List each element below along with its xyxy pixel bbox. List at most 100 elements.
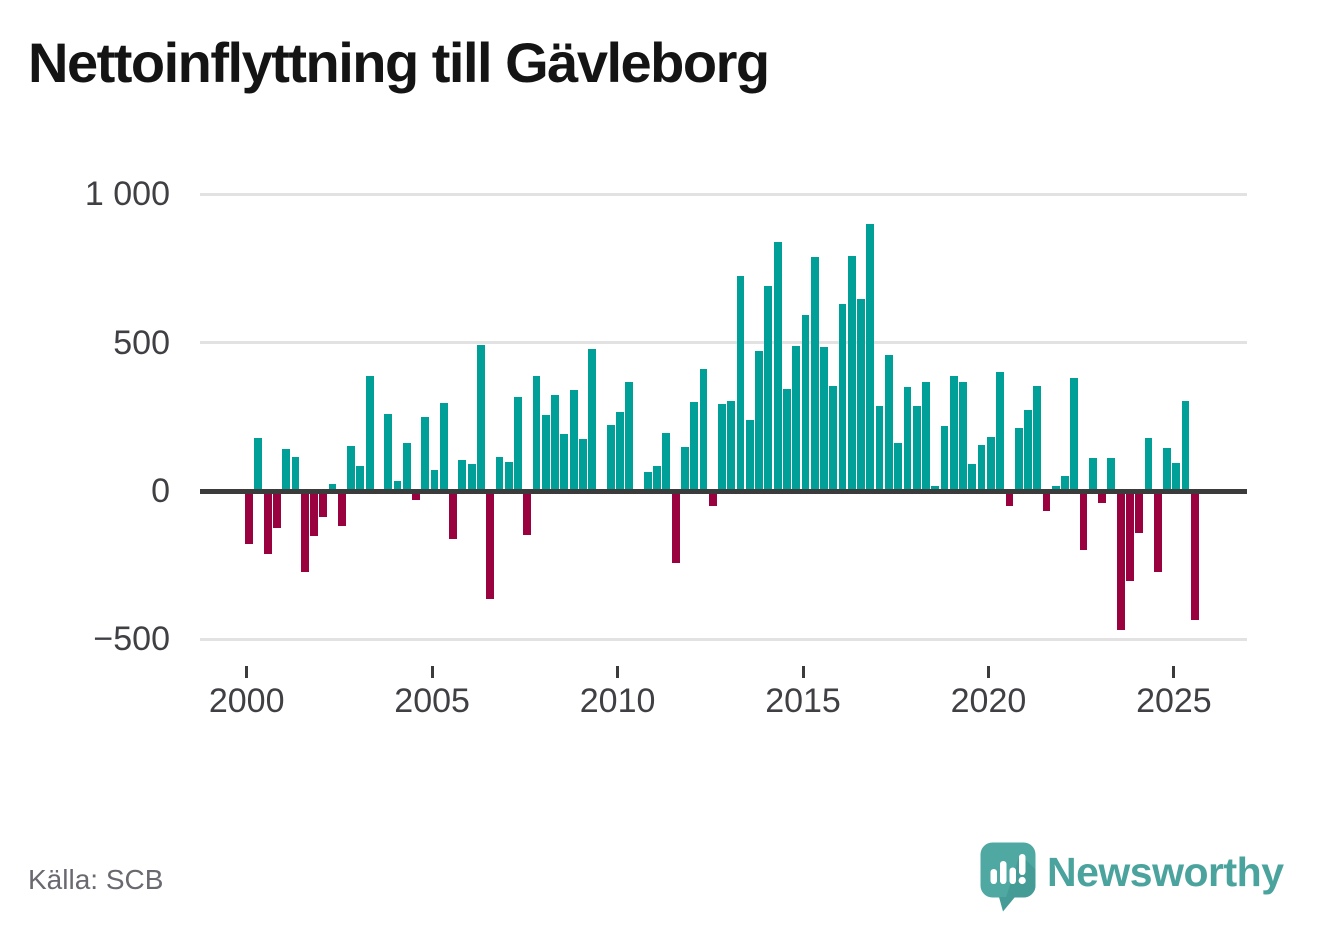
bar-2025-Q1 (1172, 462, 1181, 491)
bar-2008-Q4 (569, 389, 578, 491)
bar-2013-Q1 (727, 400, 736, 491)
bar-2012-Q4 (718, 403, 726, 491)
bar-2007-Q1 (504, 461, 513, 491)
bar-2000-Q4 (273, 491, 281, 528)
bar-2022-Q2 (1070, 377, 1079, 491)
bar-2015-Q1 (801, 314, 810, 491)
bar-2004-Q4 (421, 416, 430, 491)
x-axis-tick-label-2005: 2005 (394, 682, 470, 720)
y-axis-tick-label: 500 (113, 323, 170, 362)
bar-2009-Q2 (588, 349, 597, 491)
bar-2005-Q4 (458, 460, 467, 491)
bar-2004-Q3 (412, 491, 420, 500)
bar-2012-Q1 (690, 402, 699, 491)
gridline-1000 (200, 192, 1247, 196)
bar-2005-Q3 (449, 491, 457, 540)
bar-2018-Q1 (912, 406, 921, 491)
bar-2011-Q3 (671, 491, 680, 563)
bar-2015-Q3 (820, 346, 828, 491)
bar-2010-Q4 (643, 471, 652, 491)
bar-2016-Q3 (857, 298, 865, 491)
y-axis-tick-label: 1 000 (84, 175, 170, 214)
logo-bar-2 (1000, 861, 1007, 884)
bar-2007-Q4 (532, 375, 541, 491)
bar-2009-Q1 (578, 438, 587, 491)
bar-2010-Q1 (616, 412, 624, 491)
x-axis-tick-2015 (801, 666, 805, 678)
x-axis-tick-label-2000: 2000 (208, 682, 285, 720)
bar-2013-Q2 (736, 275, 745, 491)
bar-2016-Q2 (847, 255, 856, 491)
logo-bubble-shade (1006, 854, 1036, 898)
bar-2003-Q1 (356, 465, 365, 491)
bar-2015-Q2 (810, 256, 819, 491)
bar-2001-Q1 (282, 448, 291, 491)
bar-2014-Q4 (792, 345, 801, 491)
bar-2003-Q2 (365, 375, 374, 491)
y-axis-tick-label: −500 (93, 620, 170, 659)
bar-2020-Q2 (996, 371, 1005, 491)
bar-2024-Q3 (1153, 491, 1162, 573)
bar-2002-Q1 (319, 491, 328, 517)
bar-2005-Q1 (430, 469, 439, 491)
bar-2023-Q3 (1116, 491, 1125, 631)
bar-2008-Q3 (560, 434, 569, 491)
bar-2020-Q1 (986, 436, 995, 491)
bar-2024-Q1 (1135, 491, 1144, 533)
x-axis-tick-label-2025: 2025 (1136, 682, 1212, 720)
bar-2007-Q2 (514, 397, 522, 491)
bar-2017-Q2 (884, 355, 893, 491)
x-axis-tick-label-2020: 2020 (950, 682, 1027, 720)
x-axis-tick-2005 (430, 666, 434, 678)
bar-2019-Q2 (959, 381, 967, 491)
bar-2023-Q1 (1098, 491, 1107, 503)
bar-2008-Q2 (551, 394, 559, 491)
bar-2009-Q4 (606, 424, 615, 491)
chart-title: Nettoinflyttning till Gävleborg (28, 31, 770, 94)
bar-2012-Q2 (699, 368, 708, 491)
bar-2019-Q1 (949, 375, 958, 491)
logo-bar-1 (990, 869, 997, 884)
bar-2017-Q3 (894, 442, 903, 491)
x-axis-tick-2000 (245, 666, 249, 678)
bar-2002-Q3 (337, 491, 346, 526)
bar-2001-Q3 (300, 491, 309, 572)
x-axis-tick-label-2010: 2010 (579, 682, 656, 720)
bar-2003-Q4 (384, 413, 393, 491)
gridline--500 (200, 637, 1247, 641)
x-axis-tick-2020 (986, 666, 990, 678)
bar-2013-Q3 (745, 419, 754, 491)
x-axis-tick-label-2015: 2015 (765, 682, 841, 720)
bar-2002-Q4 (347, 446, 355, 491)
bar-2017-Q4 (903, 387, 912, 491)
bar-2010-Q2 (625, 382, 634, 491)
brand-name: Newsworthy (1047, 849, 1284, 895)
bar-2024-Q4 (1163, 447, 1171, 491)
bar-2000-Q2 (254, 438, 263, 491)
bar-2015-Q4 (829, 385, 838, 491)
bar-2000-Q1 (245, 491, 253, 545)
bar-2011-Q1 (653, 465, 661, 491)
logo-bubble-tail (999, 897, 1015, 912)
bar-2014-Q3 (782, 388, 791, 491)
bar-2011-Q4 (680, 446, 689, 491)
bar-2023-Q4 (1126, 491, 1134, 582)
bar-2025-Q3 (1190, 491, 1199, 621)
bar-2014-Q1 (764, 286, 773, 491)
bar-2022-Q1 (1061, 475, 1069, 491)
logo-exclamation-dot (1018, 876, 1026, 885)
bar-2024-Q2 (1144, 437, 1153, 491)
bar-2022-Q4 (1088, 458, 1097, 491)
bar-2004-Q2 (402, 442, 411, 491)
bar-2021-Q2 (1033, 385, 1042, 491)
bar-2006-Q2 (477, 345, 485, 491)
bar-2016-Q4 (866, 223, 875, 491)
bar-2017-Q1 (875, 405, 884, 491)
bar-2019-Q3 (968, 464, 977, 491)
x-axis-tick-2010 (616, 666, 620, 678)
zero-baseline (200, 488, 1247, 494)
bar-2022-Q3 (1079, 491, 1088, 550)
bar-2021-Q1 (1024, 410, 1032, 491)
bar-2000-Q3 (263, 491, 272, 554)
